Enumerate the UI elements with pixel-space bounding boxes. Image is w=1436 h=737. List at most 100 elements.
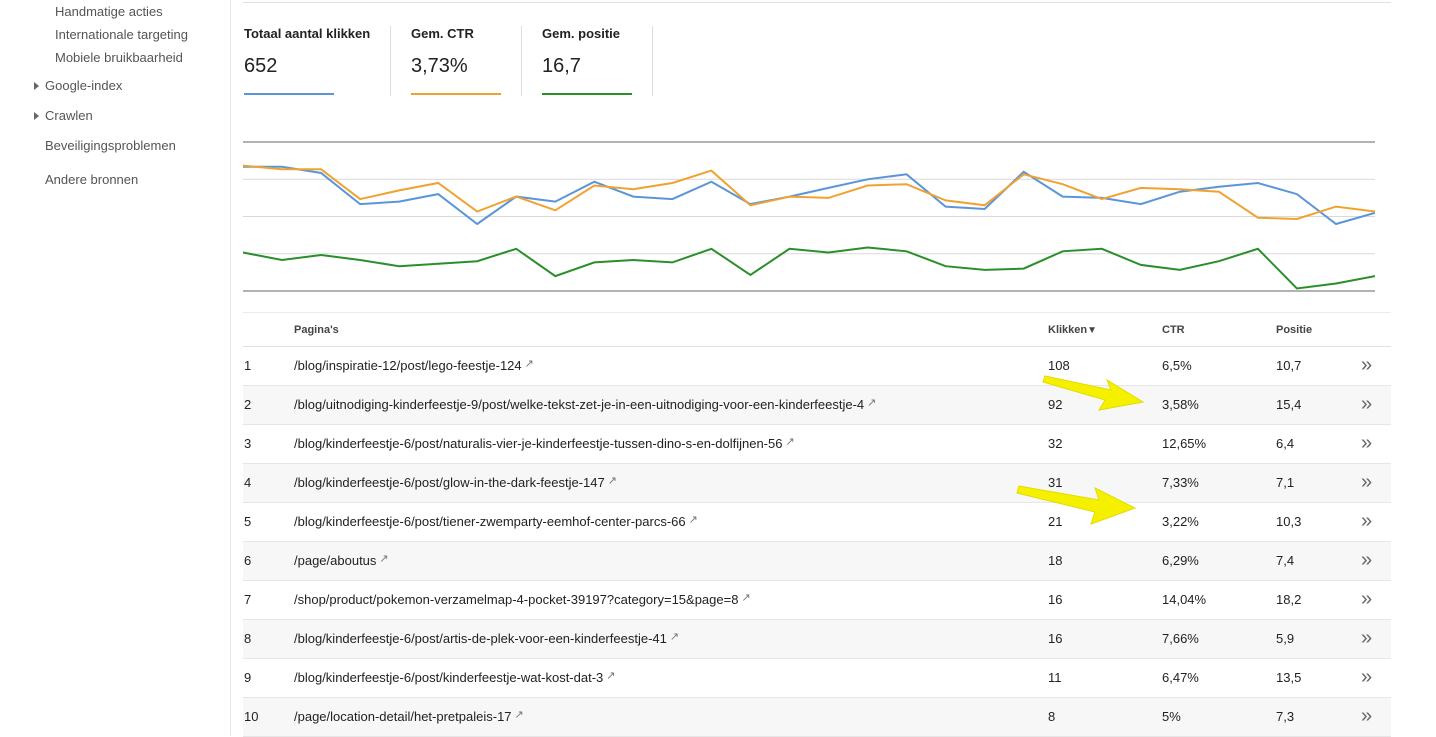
external-link-icon[interactable]: ↗ bbox=[379, 553, 389, 565]
position-value: 7,4 bbox=[1276, 553, 1295, 568]
page-url-text: /blog/kinderfeestje-6/post/glow-in-the-d… bbox=[294, 475, 605, 490]
page-url-link[interactable]: /page/aboutus ↗ bbox=[294, 553, 389, 568]
column-header-clicks[interactable]: Klikken▼ bbox=[1048, 324, 1097, 336]
position-value: 13,5 bbox=[1276, 670, 1302, 685]
sidebar-item-andere-bronnen[interactable]: Andere bronnen bbox=[45, 172, 139, 187]
table-row[interactable]: 5/blog/kinderfeestje-6/post/tiener-zwemp… bbox=[243, 503, 1391, 542]
table-row[interactable]: 1/blog/inspiratie-12/post/lego-feestje-1… bbox=[243, 347, 1391, 386]
divider bbox=[390, 26, 391, 96]
ctr-value: 6,47% bbox=[1162, 670, 1199, 685]
page-url-text: /blog/kinderfeestje-6/post/tiener-zwempa… bbox=[294, 514, 686, 529]
sidebar-item-beveiligingsproblemen[interactable]: Beveiligingsproblemen bbox=[45, 138, 176, 153]
table-row[interactable]: 9/blog/kinderfeestje-6/post/kinderfeestj… bbox=[243, 659, 1391, 698]
row-details-chevron-icon[interactable]: » bbox=[1361, 705, 1373, 727]
metric-label: Gem. CTR bbox=[411, 26, 474, 41]
table-row[interactable]: 7/shop/product/pokemon-verzamelmap-4-poc… bbox=[243, 581, 1391, 620]
performance-line-chart[interactable] bbox=[243, 135, 1375, 300]
clicks-value: 16 bbox=[1048, 631, 1063, 646]
ctr-value: 14,04% bbox=[1162, 592, 1207, 607]
pages-table: Pagina's Klikken▼ CTR Positie 1/blog/ins… bbox=[243, 312, 1391, 737]
main-content: Totaal aantal klikken 652 Gem. CTR 3,73%… bbox=[231, 0, 1436, 737]
row-index: 9 bbox=[244, 670, 252, 685]
position-value: 10,3 bbox=[1276, 514, 1302, 529]
table-row[interactable]: 10/page/location-detail/het-pretpaleis-1… bbox=[243, 698, 1391, 737]
sidebar: Handmatige acties Internationale targeti… bbox=[0, 0, 231, 736]
row-details-chevron-icon[interactable]: » bbox=[1361, 471, 1373, 493]
position-value: 15,4 bbox=[1276, 397, 1302, 412]
row-details-chevron-icon[interactable]: » bbox=[1361, 393, 1373, 415]
sidebar-item-google-index[interactable]: Google-index bbox=[45, 78, 123, 93]
clicks-value: 11 bbox=[1048, 670, 1062, 685]
page-url-link[interactable]: /blog/kinderfeestje-6/post/kinderfeestje… bbox=[294, 670, 615, 685]
ctr-value: 5% bbox=[1162, 709, 1181, 724]
row-details-chevron-icon[interactable]: » bbox=[1361, 432, 1373, 454]
page-url-text: /blog/uitnodiging-kinderfeestje-9/post/w… bbox=[294, 397, 865, 412]
page-url-link[interactable]: /blog/kinderfeestje-6/post/tiener-zwempa… bbox=[294, 514, 698, 529]
divider bbox=[243, 2, 1391, 3]
sidebar-item-crawlen[interactable]: Crawlen bbox=[45, 108, 93, 123]
chart-series-line-2[interactable] bbox=[243, 164, 1375, 221]
page-url-text: /blog/inspiratie-12/post/lego-feestje-12… bbox=[294, 358, 522, 373]
page-url-link[interactable]: /blog/kinderfeestje-6/post/glow-in-the-d… bbox=[294, 475, 617, 490]
page-url-link[interactable]: /blog/inspiratie-12/post/lego-feestje-12… bbox=[294, 358, 534, 373]
clicks-value: 108 bbox=[1048, 358, 1070, 373]
column-header-clicks-label: Klikken bbox=[1048, 324, 1088, 336]
metric-total-clicks[interactable]: Totaal aantal klikken 652 bbox=[244, 26, 370, 96]
column-header-position[interactable]: Positie bbox=[1276, 324, 1313, 336]
sidebar-item-mobiele-bruikbaarheid[interactable]: Mobiele bruikbaarheid bbox=[55, 50, 183, 65]
page-url-text: /blog/kinderfeestje-6/post/kinderfeestje… bbox=[294, 670, 604, 685]
table-row[interactable]: 3/blog/kinderfeestje-6/post/naturalis-vi… bbox=[243, 425, 1391, 464]
table-row[interactable]: 4/blog/kinderfeestje-6/post/glow-in-the-… bbox=[243, 464, 1391, 503]
sidebar-item-internationale-targeting[interactable]: Internationale targeting bbox=[55, 27, 188, 42]
external-link-icon[interactable]: ↗ bbox=[867, 397, 877, 409]
position-value: 6,4 bbox=[1276, 436, 1295, 451]
page-url-link[interactable]: /blog/uitnodiging-kinderfeestje-9/post/w… bbox=[294, 397, 876, 412]
ctr-value: 6,29% bbox=[1162, 553, 1199, 568]
row-details-chevron-icon[interactable]: » bbox=[1361, 549, 1373, 571]
table-row[interactable]: 2/blog/uitnodiging-kinderfeestje-9/post/… bbox=[243, 386, 1391, 425]
metric-avg-ctr[interactable]: Gem. CTR 3,73% bbox=[411, 26, 501, 96]
position-value: 7,3 bbox=[1276, 709, 1295, 724]
clicks-value: 16 bbox=[1048, 592, 1063, 607]
expand-triangle-icon[interactable] bbox=[34, 112, 39, 120]
annotation-arrow-icon bbox=[1042, 375, 1145, 411]
row-details-chevron-icon[interactable]: » bbox=[1361, 354, 1373, 376]
page-url-link[interactable]: /blog/kinderfeestje-6/post/naturalis-vie… bbox=[294, 436, 795, 451]
table-row[interactable]: 6/page/aboutus ↗ 18 6,29% 7,4 » bbox=[243, 542, 1391, 581]
metric-value: 16,7 bbox=[542, 55, 581, 77]
row-details-chevron-icon[interactable]: » bbox=[1361, 627, 1373, 649]
ctr-value: 3,58% bbox=[1162, 397, 1199, 412]
sidebar-item-handmatige-acties[interactable]: Handmatige acties bbox=[55, 4, 163, 19]
external-link-icon[interactable]: ↗ bbox=[688, 514, 698, 526]
metric-value: 3,73% bbox=[411, 55, 468, 77]
annotation-arrow-icon bbox=[1016, 485, 1137, 525]
external-link-icon[interactable]: ↗ bbox=[514, 709, 524, 721]
metric-color-line bbox=[411, 93, 501, 95]
row-details-chevron-icon[interactable]: » bbox=[1361, 588, 1373, 610]
page-url-link[interactable]: /page/location-detail/het-pretpaleis-17 ↗ bbox=[294, 709, 524, 724]
external-link-icon[interactable]: ↗ bbox=[607, 475, 617, 487]
external-link-icon[interactable]: ↗ bbox=[741, 592, 751, 604]
table-row[interactable]: 8/blog/kinderfeestje-6/post/artis-de-ple… bbox=[243, 620, 1391, 659]
row-details-chevron-icon[interactable]: » bbox=[1361, 510, 1373, 532]
chart-series-line-1[interactable] bbox=[243, 165, 1375, 226]
metric-color-line bbox=[542, 93, 632, 95]
position-value: 10,7 bbox=[1276, 358, 1302, 373]
chart-series-line-3[interactable] bbox=[243, 246, 1375, 290]
page-url-link[interactable]: /shop/product/pokemon-verzamelmap-4-pock… bbox=[294, 592, 751, 607]
row-index: 3 bbox=[244, 436, 252, 451]
expand-triangle-icon[interactable] bbox=[34, 82, 39, 90]
page-url-text: /page/location-detail/het-pretpaleis-17 bbox=[294, 709, 512, 724]
table-body: 1/blog/inspiratie-12/post/lego-feestje-1… bbox=[243, 347, 1391, 737]
column-header-ctr[interactable]: CTR bbox=[1162, 324, 1185, 336]
external-link-icon[interactable]: ↗ bbox=[669, 631, 680, 643]
page-url-link[interactable]: /blog/kinderfeestje-6/post/artis-de-plek… bbox=[294, 631, 679, 646]
clicks-value: 92 bbox=[1048, 397, 1063, 412]
metric-avg-position[interactable]: Gem. positie 16,7 bbox=[542, 26, 632, 96]
row-index: 1 bbox=[244, 358, 252, 373]
external-link-icon[interactable]: ↗ bbox=[785, 436, 795, 448]
row-details-chevron-icon[interactable]: » bbox=[1361, 666, 1373, 688]
external-link-icon[interactable]: ↗ bbox=[524, 358, 534, 370]
column-header-pages[interactable]: Pagina's bbox=[294, 324, 339, 336]
external-link-icon[interactable]: ↗ bbox=[606, 670, 616, 682]
